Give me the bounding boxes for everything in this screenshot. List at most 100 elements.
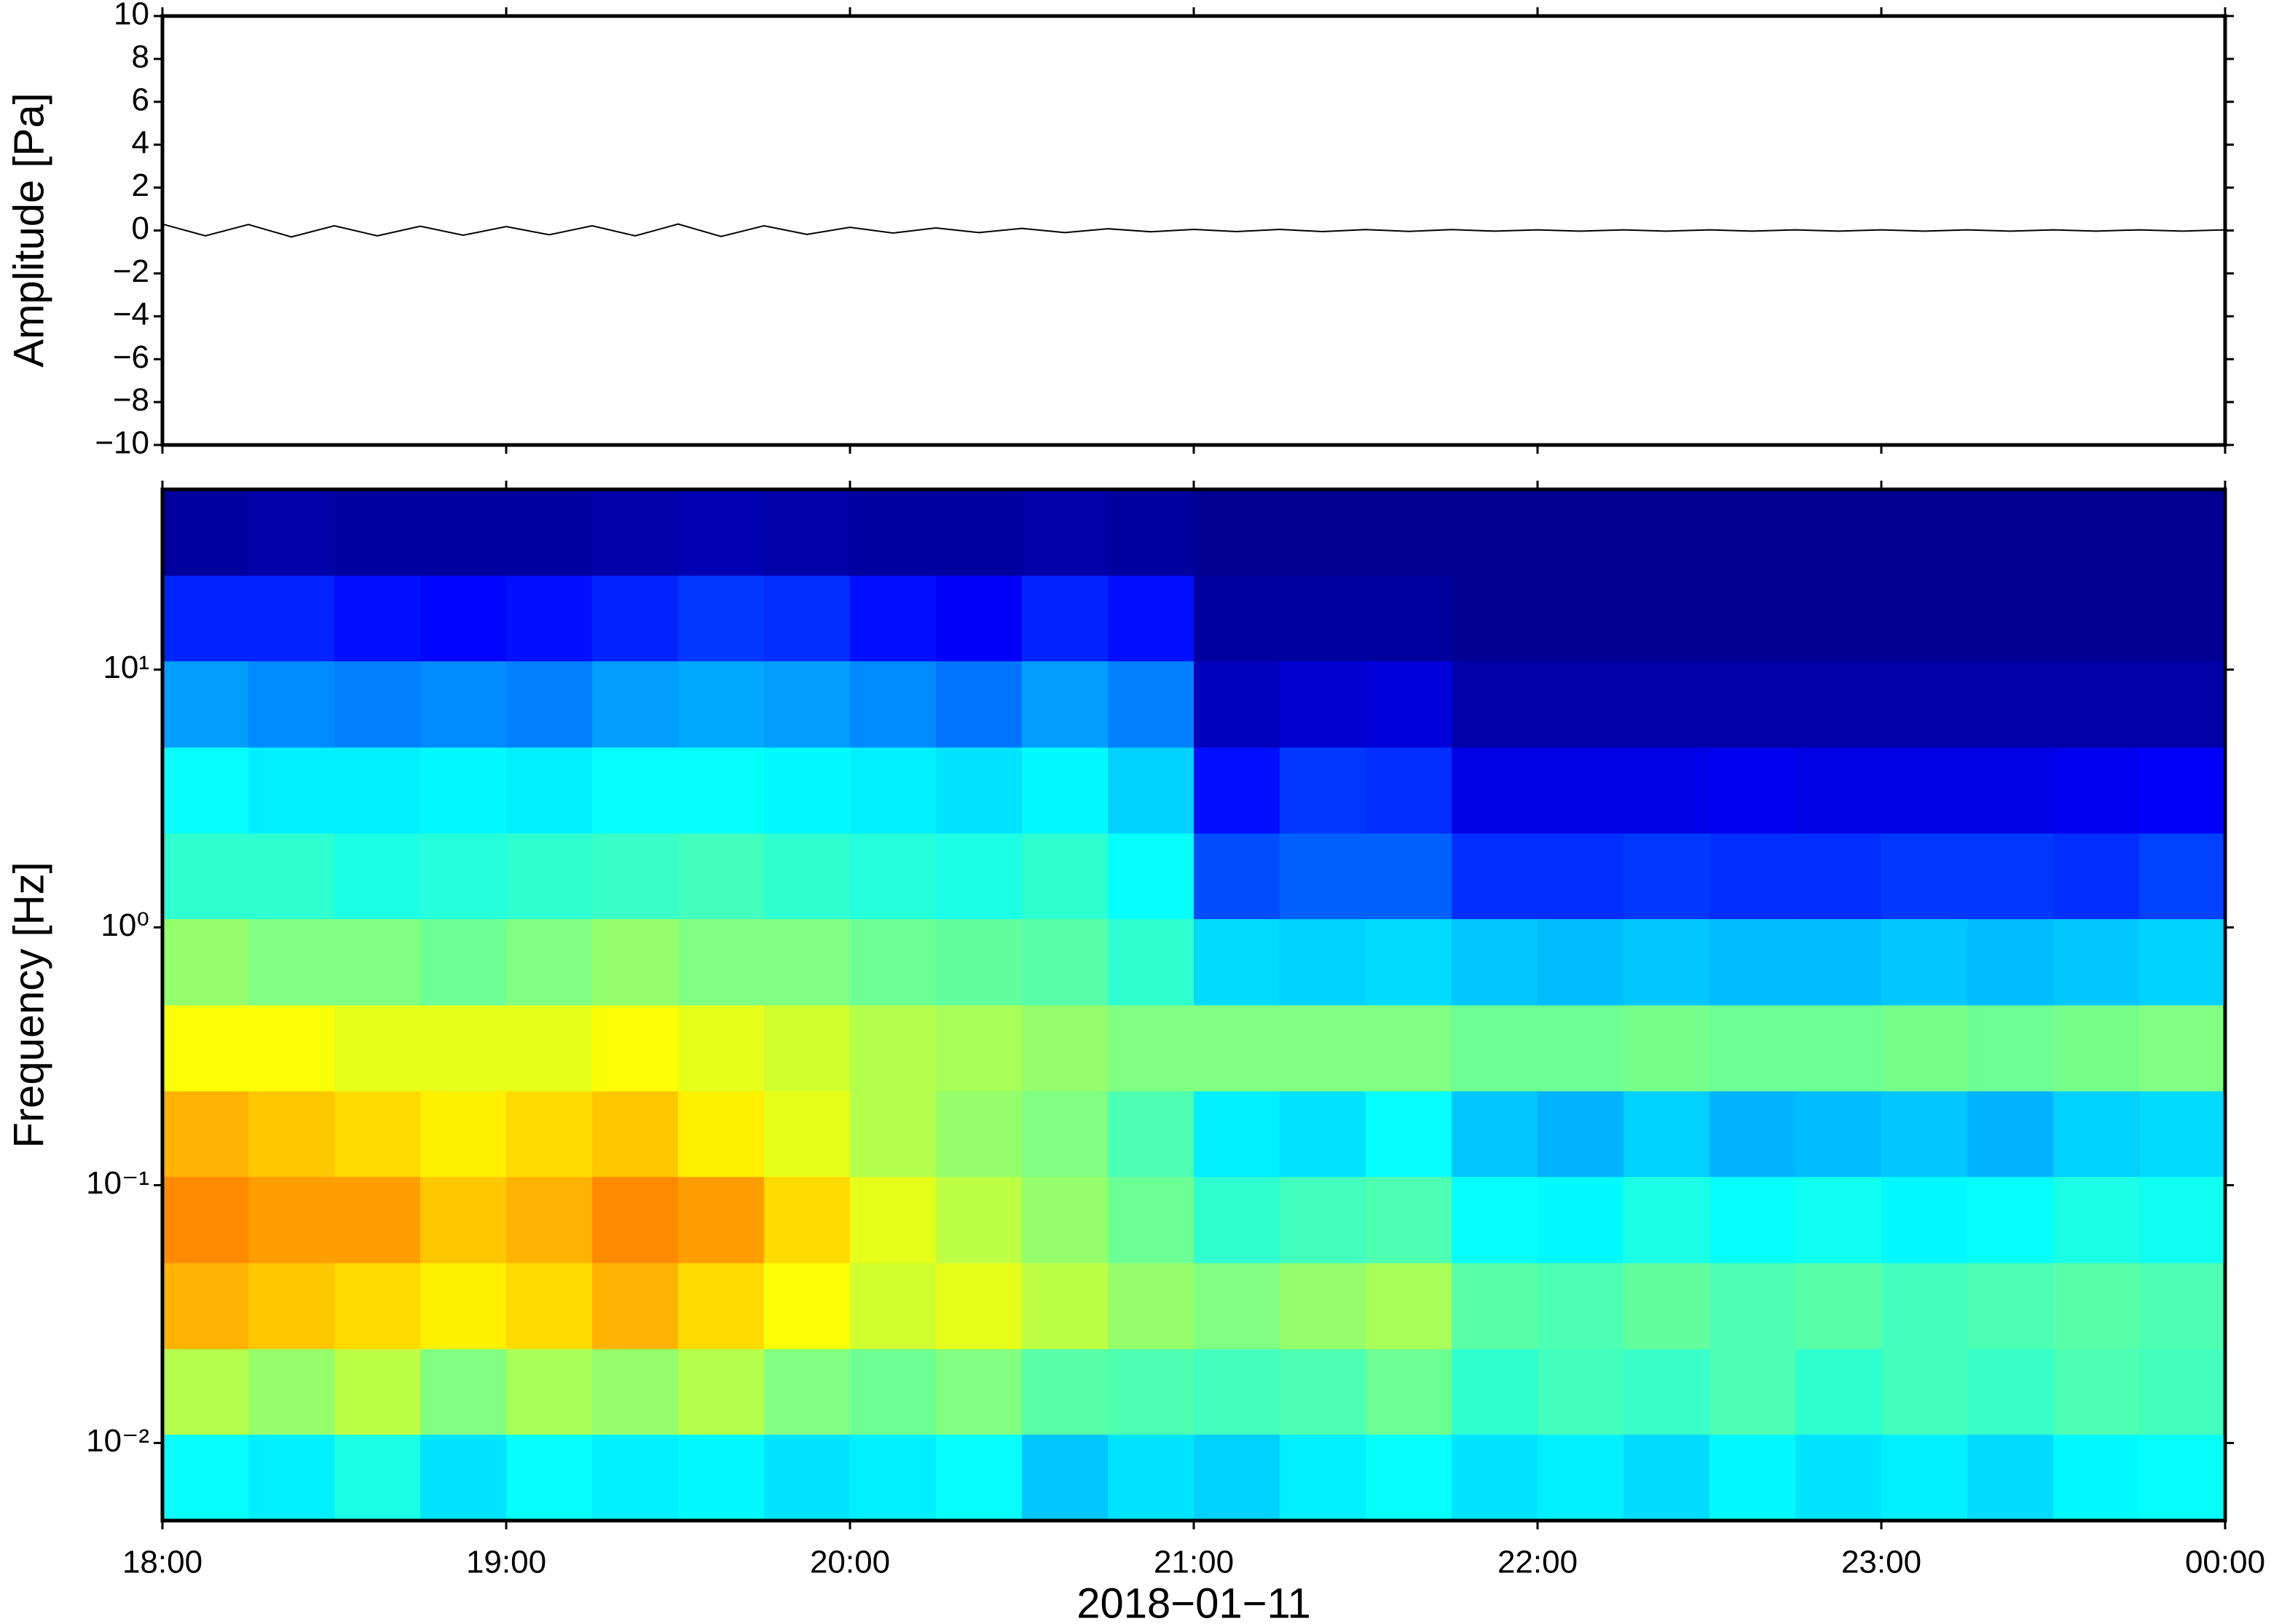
spectrogram-cell xyxy=(334,1434,421,1521)
spectrogram-cell xyxy=(1967,1091,2054,1178)
spectrogram-cell xyxy=(936,918,1023,1006)
spectrogram-cell xyxy=(678,1263,765,1349)
spectrogram-cell xyxy=(1623,1176,1710,1264)
y-tick-label: 8 xyxy=(132,39,149,75)
spectrogram-cell xyxy=(1881,1263,1968,1349)
spectrogram-cell xyxy=(1795,575,1882,662)
x-axis-label: 2018−01−11 xyxy=(1077,1580,1311,1624)
spectrogram-cell xyxy=(1538,1091,1624,1178)
spectrogram-cell xyxy=(248,918,335,1006)
spectrogram-cell xyxy=(1366,1263,1452,1349)
spectrogram-cell xyxy=(1280,747,1366,834)
spectrogram-cell xyxy=(1623,1263,1710,1349)
spectrogram-cell xyxy=(420,661,507,748)
spectrogram-cell xyxy=(1452,747,1538,834)
spectrogram-cell xyxy=(2139,1263,2226,1349)
spectrogram-cell xyxy=(1452,918,1538,1006)
spectrogram-cell xyxy=(1022,1091,1109,1178)
spectrogram-cell xyxy=(420,575,507,662)
spectrogram-cell xyxy=(1538,1434,1624,1521)
spectrogram-cell xyxy=(1538,489,1624,576)
spectrogram-cell xyxy=(592,918,679,1006)
spectrogram-cell xyxy=(1280,489,1366,576)
spectrogram-cell xyxy=(1967,918,2054,1006)
spectrogram-cell xyxy=(334,747,421,834)
spectrogram-cell xyxy=(1108,833,1194,920)
spectrogram-cell xyxy=(162,661,249,748)
spectrogram-cell xyxy=(1967,1349,2054,1435)
y-tick-label: 10 xyxy=(114,0,149,32)
spectrogram-cell xyxy=(764,489,851,576)
spectrogram-cell xyxy=(1452,661,1538,748)
spectrogram-cell xyxy=(850,489,937,576)
spectrogram-cell xyxy=(2053,833,2140,920)
spectrogram-cell xyxy=(248,1263,335,1349)
spectrogram-cell xyxy=(850,1091,937,1178)
spectrogram-cell xyxy=(420,489,507,576)
spectrogram-cell xyxy=(1022,1005,1109,1092)
spectrogram-cell xyxy=(162,1091,249,1178)
y-tick-label: 10⁰ xyxy=(101,907,149,943)
spectrogram-cell xyxy=(1795,1263,1882,1349)
spectrogram-cell xyxy=(334,661,421,748)
spectrogram-cell xyxy=(1280,1176,1366,1264)
spectrogram-cell xyxy=(850,661,937,748)
spectrogram-cell xyxy=(764,918,851,1006)
spectrogram-cell xyxy=(764,1434,851,1521)
y-tick-label: −6 xyxy=(113,339,149,375)
spectrogram-cell xyxy=(1194,1176,1280,1264)
y-tick-label: 10⁻¹ xyxy=(86,1165,149,1201)
spectrogram-cell xyxy=(420,1091,507,1178)
spectrogram-cell xyxy=(420,747,507,834)
spectrogram-cell xyxy=(764,1091,851,1178)
spectrogram-cell xyxy=(506,489,593,576)
spectrogram-cell xyxy=(1108,661,1194,748)
spectrogram-cell xyxy=(1538,1005,1624,1092)
spectrogram-cell xyxy=(936,833,1023,920)
spectrogram-cell xyxy=(2139,489,2226,576)
spectrogram-cell xyxy=(936,747,1023,834)
spectrogram-cell xyxy=(1623,575,1710,662)
spectrogram-cell xyxy=(936,1434,1023,1521)
spectrogram-cell xyxy=(1108,1263,1194,1349)
spectrogram-cell xyxy=(1452,1176,1538,1264)
spectrogram-cell xyxy=(1709,1091,1796,1178)
spectrogram-cell xyxy=(592,1349,679,1435)
spectrogram-cell xyxy=(1366,1091,1452,1178)
spectrogram-cell xyxy=(1881,1091,1968,1178)
spectrogram-cell xyxy=(1280,575,1366,662)
spectrogram-cell xyxy=(936,1176,1023,1264)
spectrogram-cell xyxy=(2053,1005,2140,1092)
spectrogram-cell xyxy=(1795,1005,1882,1092)
spectrogram-cell xyxy=(850,918,937,1006)
y-tick-label: −4 xyxy=(113,296,149,332)
spectrogram-cell xyxy=(936,489,1023,576)
spectrogram-cell xyxy=(850,575,937,662)
spectrogram-cell xyxy=(2139,1005,2226,1092)
spectrogram-cell xyxy=(1709,1005,1796,1092)
spectrogram-cell xyxy=(162,747,249,834)
spectrogram-cell xyxy=(1881,1434,1968,1521)
spectrogram-cell xyxy=(506,1005,593,1092)
spectrogram-cell xyxy=(1538,1349,1624,1435)
spectrogram-cell xyxy=(2139,747,2226,834)
spectrogram-cell xyxy=(162,1176,249,1264)
spectrogram-cell xyxy=(248,661,335,748)
spectrogram-cell xyxy=(1967,1176,2054,1264)
spectrogram-cell xyxy=(1280,1005,1366,1092)
spectrogram-cell xyxy=(1881,1005,1968,1092)
spectrogram-cell xyxy=(1108,918,1194,1006)
spectrogram-cell xyxy=(1881,747,1968,834)
spectrogram-cell xyxy=(334,1263,421,1349)
spectrogram-cell xyxy=(936,661,1023,748)
spectrogram-cell xyxy=(506,661,593,748)
spectrogram-cell xyxy=(1709,1176,1796,1264)
spectrogram-cell xyxy=(1623,1005,1710,1092)
spectrogram-cell xyxy=(1881,661,1968,748)
spectrogram-cell xyxy=(764,747,851,834)
spectrogram-cell xyxy=(162,1349,249,1435)
spectrogram-cell xyxy=(1795,489,1882,576)
spectrogram-cell xyxy=(1108,747,1194,834)
spectrogram-cell xyxy=(1452,833,1538,920)
x-tick-label: 00:00 xyxy=(2185,1545,2265,1580)
